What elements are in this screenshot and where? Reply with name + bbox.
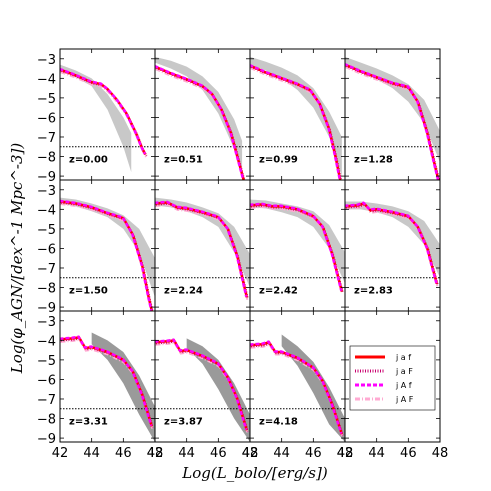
uncertainty-band [345,201,440,278]
series-jaf-line [250,203,344,292]
panel-9 [60,332,155,442]
panel-4 [345,56,440,180]
y-tick-label: −8 [37,282,56,297]
uncertainty-band [281,334,345,442]
y-tick-label: −6 [37,242,56,257]
series-jAf-line [155,338,248,431]
redshift-label: z=2.42 [259,285,298,296]
y-tick-label: −9 [37,432,56,447]
x-tick-label: 44 [368,446,385,461]
series-jAf-line [345,62,440,180]
redshift-label: z=2.83 [354,285,393,296]
y-tick-label: −6 [37,373,56,388]
x-tick-label: 46 [305,446,322,461]
series-jAf-line [250,63,341,180]
redshift-label: z=3.87 [164,416,203,427]
y-tick-label: −9 [37,170,56,185]
series-jAF-line [250,205,344,295]
series-jAF-line [345,204,439,287]
x-tick-label: 46 [400,446,417,461]
y-tick-label: −3 [37,184,56,199]
y-tick-label: −3 [37,53,56,68]
series-jAf-line [60,335,153,427]
series-jaF-line [60,69,148,157]
y-tick-label: −9 [37,301,56,316]
panel-1 [60,64,155,173]
redshift-label: z=0.99 [259,154,298,165]
series-jAf-line [155,200,248,297]
x-tick-label: 42 [337,446,354,461]
redshift-label: z=1.50 [69,285,108,296]
series-jAf-line [60,199,153,311]
y-tick-label: −8 [37,151,56,166]
redshift-label: z=0.00 [69,154,108,165]
y-tick-label: −7 [37,131,56,146]
x-tick-label: 42 [147,446,164,461]
panel-10 [155,338,250,442]
x-axis-title: Log(L_bolo/[erg/s]) [181,464,328,482]
series-jAF-line [60,203,153,311]
legend-label: j a F [395,367,413,376]
x-tick-label: 48 [432,446,449,461]
uncertainty-band [155,197,250,288]
redshift-label: z=0.51 [164,154,203,165]
redshift-label: z=4.18 [259,416,298,427]
series-jaf-line [155,338,249,431]
y-tick-label: −8 [37,413,56,428]
series-jAf-line [250,340,343,434]
x-tick-label: 44 [83,446,100,461]
y-tick-label: −5 [37,354,56,369]
x-tick-label: 42 [52,446,69,461]
panel-8 [345,201,440,287]
legend-label: j A F [395,395,414,404]
x-tick-label: 48 [337,446,354,461]
y-tick-label: −5 [37,92,56,107]
x-tick-label: 48 [147,446,164,461]
x-tick-label: 46 [210,446,227,461]
redshift-label: z=1.28 [354,154,393,165]
panel-5 [60,197,155,311]
panel-3 [250,56,345,180]
uncertainty-band [60,197,155,298]
y-tick-label: −3 [37,315,56,330]
series-jAf-line [155,64,245,180]
uncertainty-band [91,332,155,442]
y-tick-label: −4 [37,72,56,87]
y-tick-label: −7 [37,262,56,277]
panel-6 [155,197,250,301]
y-tick-label: −4 [37,203,56,218]
x-tick-label: 44 [178,446,195,461]
y-tick-label: −5 [37,223,56,238]
series-jAf-line [250,202,343,292]
panel-2 [155,56,250,180]
y-tick-label: −6 [37,111,56,126]
y-axis-title: Log(φ_AGN/[dex^-1 Mpc^-3]) [8,143,26,375]
uncertainty-band [250,199,345,284]
x-tick-label: 46 [115,446,132,461]
uncertainty-band [186,338,250,442]
legend-label: j A f [395,381,412,390]
panel-7 [250,199,345,295]
y-tick-label: −4 [37,334,56,349]
series-jaF-line [60,337,154,428]
redshift-label: z=2.24 [164,285,203,296]
legend-label: j a f [395,353,411,362]
x-tick-label: 48 [242,446,259,461]
series-jaf-line [60,68,147,156]
x-tick-label: 42 [242,446,259,461]
y-tick-label: −7 [37,393,56,408]
redshift-label: z=3.31 [69,416,108,427]
x-tick-label: 44 [273,446,290,461]
panel-11 [250,334,345,442]
series-jAf-line [60,67,147,155]
series-jaf-line [60,336,154,427]
series-jAf-line [345,201,438,284]
panel-frame [344,310,441,443]
